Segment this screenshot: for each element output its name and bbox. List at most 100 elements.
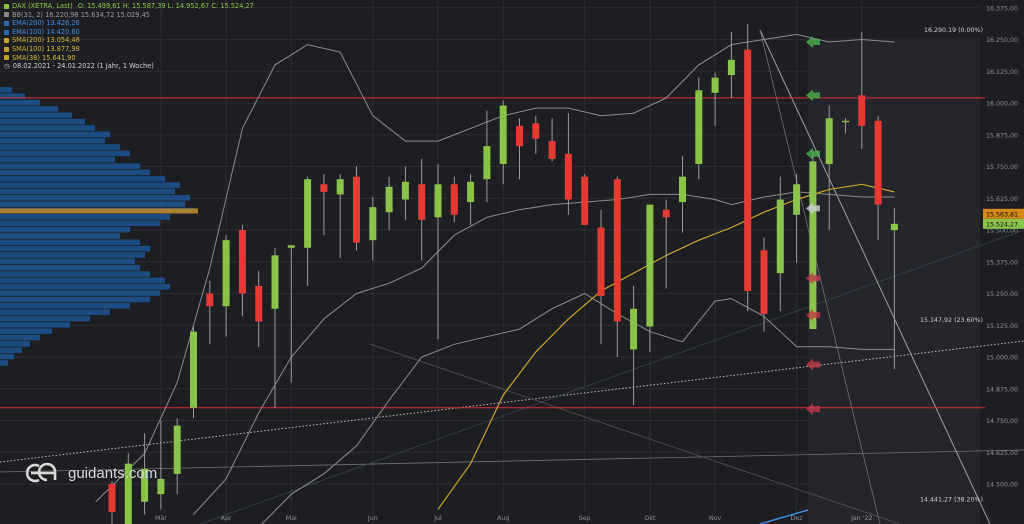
candle-body — [532, 123, 540, 139]
volume-bar — [0, 156, 115, 163]
candle-body — [287, 245, 295, 248]
volume-bar — [0, 252, 145, 258]
grid — [0, 0, 980, 512]
candle-body — [141, 468, 149, 502]
candle — [271, 247, 279, 408]
sma100-swatch-icon — [4, 46, 9, 52]
candle-body — [483, 146, 491, 180]
candle-body — [222, 240, 230, 307]
y-tick-label: 16.375,00 — [986, 5, 1018, 12]
candle — [711, 72, 719, 126]
candle — [141, 433, 149, 515]
volume-bar — [0, 334, 40, 341]
volume-bar — [0, 315, 90, 322]
price-tag: 15.524,27 — [983, 218, 1024, 229]
candle-body — [499, 105, 507, 164]
price-tags: 15.563,81 15.524,27 — [983, 208, 1024, 229]
sma200-swatch-icon — [4, 38, 9, 44]
fib-label: 15.147,92 (23.60%) — [920, 317, 983, 324]
guidants-logo: guidants.com — [24, 462, 157, 484]
candle — [206, 280, 214, 345]
trendline — [0, 449, 1024, 473]
guidants-logo-icon — [25, 462, 57, 483]
candle-body — [809, 161, 817, 330]
volume-bar — [0, 277, 165, 284]
candle-body — [760, 250, 768, 314]
volume-bar — [0, 214, 170, 220]
candle-body — [353, 176, 360, 243]
arrow-icon — [806, 202, 820, 215]
candle-icon — [4, 3, 9, 9]
candle-body — [255, 285, 263, 322]
volume-bar — [0, 201, 185, 207]
candle — [173, 417, 181, 495]
candle — [401, 166, 409, 220]
volume-bar — [0, 264, 140, 271]
candle-body — [727, 59, 735, 76]
volume-bar — [0, 226, 130, 233]
candle-body — [695, 90, 703, 164]
x-tick-label: Mai — [286, 515, 297, 522]
candle — [679, 156, 686, 233]
arrow-icon — [806, 403, 820, 416]
candle-body — [597, 227, 605, 297]
candle — [385, 176, 393, 230]
candle-body — [418, 184, 426, 220]
candle — [776, 176, 784, 312]
candle — [825, 105, 833, 230]
arrow-icon — [806, 89, 820, 102]
volume-bar — [0, 195, 190, 201]
candle — [238, 224, 246, 317]
y-tick-label: 16.125,00 — [986, 69, 1018, 76]
candle — [597, 209, 605, 345]
x-tick-label: Aug — [497, 515, 509, 522]
volume-bar — [0, 360, 8, 366]
ema200-swatch-icon — [4, 20, 9, 26]
candle-body — [336, 179, 344, 195]
candle-body — [711, 77, 719, 93]
legend-sma200: SMA(200) 13.054,48 — [4, 36, 254, 45]
candle-body — [793, 184, 801, 215]
candle-body — [304, 179, 312, 248]
candle-body — [467, 181, 475, 203]
sma38-swatch-icon — [4, 55, 9, 61]
volume-bar — [0, 93, 25, 100]
arrow-icon — [806, 358, 820, 371]
volume-bar — [0, 163, 140, 169]
candle-body — [825, 118, 833, 164]
volume-bar — [0, 290, 160, 296]
candle — [727, 31, 735, 98]
candle-body — [516, 125, 523, 147]
candle-body — [385, 186, 393, 213]
y-tick-label: 15.375,00 — [986, 259, 1018, 266]
candle — [434, 163, 442, 340]
candle-body — [858, 95, 866, 126]
volume-bar — [0, 112, 72, 119]
candle-body — [124, 463, 132, 524]
chart-legend: DAX (XETRA, Last) O: 15.499,61 H: 15.587… — [4, 2, 254, 71]
candle — [255, 270, 263, 347]
candle — [483, 110, 491, 203]
volume-bar — [0, 233, 120, 239]
y-tick-label: 14.875,00 — [986, 386, 1018, 393]
volume-bar — [0, 245, 150, 252]
signal-arrows — [806, 36, 820, 416]
candle — [353, 166, 360, 251]
x-tick-label: Jan '22 — [850, 515, 872, 522]
x-tick-label: Nov — [709, 515, 722, 522]
candle-body — [646, 204, 654, 327]
volume-bar — [0, 239, 140, 246]
horizontal-lines — [0, 97, 985, 409]
candle — [760, 237, 768, 332]
trendline-dotted — [0, 340, 1024, 463]
candle-body — [662, 209, 670, 218]
ema100-swatch-icon — [4, 29, 9, 35]
candle — [874, 115, 882, 241]
x-tick-label: Jul — [433, 515, 442, 522]
y-tick-label: 15.750,00 — [986, 164, 1018, 171]
candle-body — [157, 478, 165, 495]
volume-bar — [0, 169, 150, 176]
candle-body — [369, 207, 377, 241]
candle — [467, 174, 475, 225]
